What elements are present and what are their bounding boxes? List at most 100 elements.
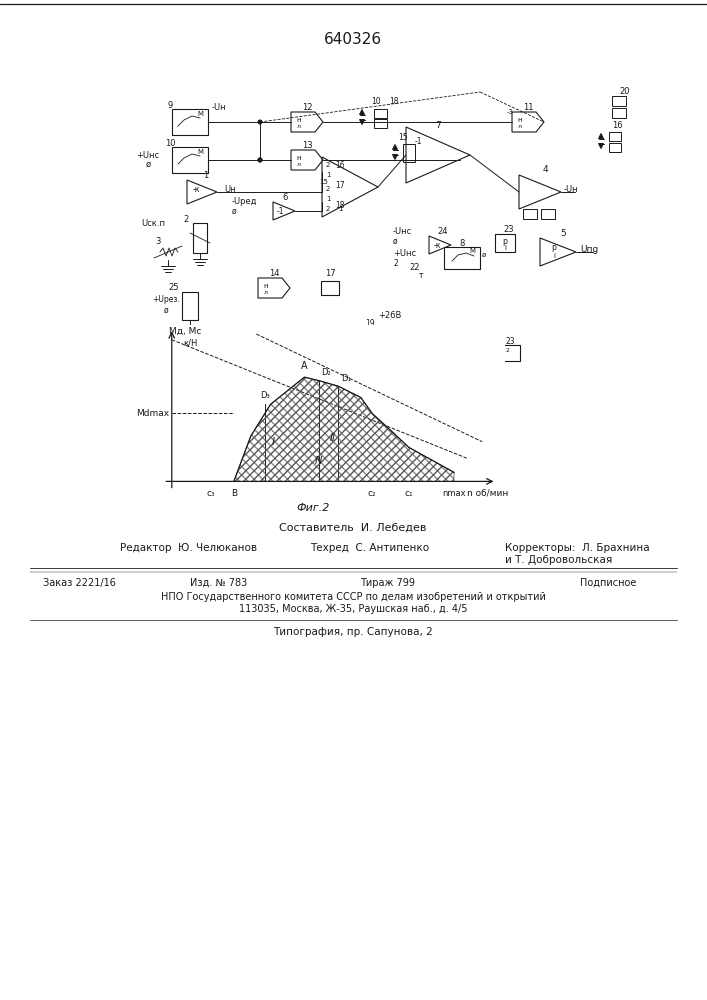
- Text: 19: 19: [366, 318, 375, 328]
- Text: B: B: [230, 489, 237, 498]
- Text: 2: 2: [393, 258, 398, 267]
- Text: i: i: [553, 253, 555, 259]
- Text: ø: ø: [146, 159, 151, 168]
- Text: Uн: Uн: [224, 184, 235, 194]
- Text: +Uрез.: +Uрез.: [152, 296, 180, 304]
- Text: л: л: [297, 124, 301, 129]
- Text: Типография, пр. Сапунова, 2: Типография, пр. Сапунова, 2: [273, 627, 433, 637]
- Text: 15: 15: [398, 132, 408, 141]
- Text: 1 2: 1 2: [403, 348, 413, 353]
- Bar: [193, 223, 207, 253]
- Text: р: р: [503, 236, 508, 245]
- Text: nmax: nmax: [442, 489, 466, 498]
- Bar: [468, 345, 488, 361]
- Text: 23: 23: [503, 226, 514, 234]
- Text: -Uн: -Uн: [212, 104, 227, 112]
- Bar: [321, 281, 339, 295]
- Text: Заказ 2221/16: Заказ 2221/16: [43, 578, 116, 588]
- Bar: [612, 96, 626, 106]
- Text: 1 2: 1 2: [468, 348, 478, 353]
- Text: 20: 20: [408, 336, 418, 346]
- Text: +Uнс: +Uнс: [393, 249, 416, 258]
- Bar: [500, 345, 520, 361]
- Text: -Uн: -Uн: [564, 184, 578, 194]
- Text: 22: 22: [410, 263, 420, 272]
- Text: 7: 7: [435, 120, 441, 129]
- Text: -к: -к: [433, 240, 440, 249]
- Text: н: н: [297, 155, 301, 161]
- Text: -к: -к: [192, 186, 200, 194]
- Text: л: л: [518, 124, 522, 129]
- Text: A: A: [301, 361, 308, 371]
- Text: 8: 8: [460, 239, 464, 248]
- Text: р: р: [551, 243, 556, 252]
- Text: I: I: [272, 437, 275, 447]
- Text: 16: 16: [612, 121, 622, 130]
- Text: 2: 2: [326, 162, 330, 168]
- Text: 17: 17: [335, 180, 345, 190]
- Text: Изд. № 783: Изд. № 783: [190, 578, 247, 588]
- Text: M: M: [197, 111, 203, 117]
- Polygon shape: [599, 133, 604, 138]
- Text: D₂: D₂: [322, 368, 331, 377]
- Text: н: н: [264, 283, 268, 289]
- Text: 4: 4: [542, 165, 548, 174]
- Text: 1: 1: [338, 206, 342, 212]
- Text: Мdmax: Мdmax: [136, 409, 169, 418]
- Bar: [495, 234, 515, 252]
- Text: 23: 23: [506, 336, 515, 346]
- Text: т: т: [419, 271, 423, 280]
- Text: 1: 1: [204, 172, 209, 180]
- Text: -Uред: -Uред: [232, 198, 257, 207]
- Polygon shape: [359, 119, 365, 124]
- Circle shape: [258, 158, 262, 162]
- Text: II: II: [329, 433, 336, 443]
- Text: ø: ø: [164, 306, 168, 314]
- Text: M: M: [197, 149, 203, 155]
- Bar: [373, 108, 387, 117]
- Text: Фиг.1: Фиг.1: [231, 367, 264, 377]
- Text: 2: 2: [326, 206, 330, 212]
- Circle shape: [258, 158, 262, 162]
- Text: Составитель  И. Лебедев: Составитель И. Лебедев: [279, 523, 427, 533]
- Text: Фиг.2: Фиг.2: [296, 503, 329, 513]
- Bar: [609, 131, 621, 140]
- Bar: [541, 209, 555, 219]
- Text: 22: 22: [473, 336, 483, 346]
- Bar: [609, 142, 621, 151]
- Text: Редактор  Ю. Челюканов: Редактор Ю. Челюканов: [120, 543, 257, 553]
- Bar: [172, 109, 208, 135]
- Text: 24: 24: [438, 228, 448, 236]
- Text: и Т. Добровольская: и Т. Добровольская: [505, 555, 612, 565]
- Text: ø: ø: [368, 328, 373, 336]
- Text: c₁: c₁: [404, 489, 413, 498]
- Text: i: i: [504, 245, 506, 251]
- Text: н: н: [297, 117, 301, 123]
- Text: 20: 20: [620, 87, 630, 96]
- Text: 16: 16: [335, 160, 345, 169]
- Text: 9: 9: [168, 102, 173, 110]
- Text: ø: ø: [482, 252, 486, 258]
- Polygon shape: [392, 144, 397, 149]
- Text: D₃: D₃: [260, 391, 270, 400]
- Text: Корректоры:  Л. Брахнина: Корректоры: Л. Брахнина: [505, 543, 650, 553]
- Text: M: M: [373, 348, 381, 358]
- Text: 15: 15: [319, 179, 328, 185]
- Text: 17: 17: [325, 269, 335, 278]
- Bar: [172, 147, 208, 173]
- Text: 1: 1: [326, 172, 330, 178]
- Bar: [373, 118, 387, 127]
- Text: Тираж 799: Тираж 799: [360, 578, 415, 588]
- Text: 3: 3: [156, 237, 160, 246]
- Text: 1 2: 1 2: [500, 348, 510, 353]
- Text: 640326: 640326: [324, 32, 382, 47]
- Text: 10: 10: [165, 139, 175, 148]
- Bar: [403, 345, 423, 361]
- Text: M: M: [469, 248, 475, 254]
- Text: ø: ø: [232, 207, 237, 216]
- Text: Мд, Мс: Мд, Мс: [169, 327, 201, 336]
- Text: Техред  С. Антипенко: Техред С. Антипенко: [310, 543, 429, 553]
- Bar: [444, 247, 480, 269]
- Text: НПО Государственного комитета СССР по делам изобретений и открытий: НПО Государственного комитета СССР по де…: [160, 592, 545, 602]
- Text: -1: -1: [276, 207, 284, 216]
